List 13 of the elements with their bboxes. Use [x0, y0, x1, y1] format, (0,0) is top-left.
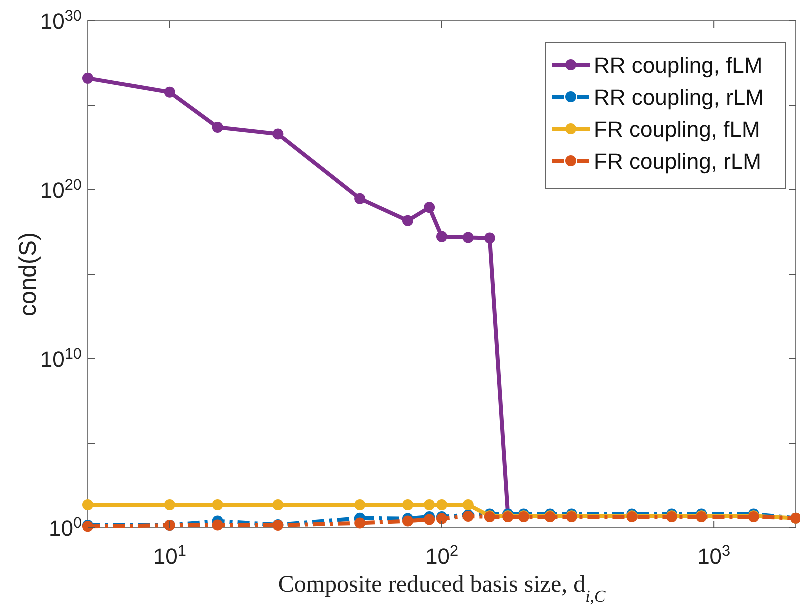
y-tick-label: 10$^{0}$ — [48, 514, 82, 541]
y-tick-label: 10$^{20}$ — [40, 176, 82, 203]
x-tick-label: 10$^{2}$ — [425, 542, 459, 569]
y-tick-label: 10$^{30}$ — [40, 8, 82, 34]
legend-label: FR coupling, rLM — [594, 149, 762, 174]
legend-label: RR coupling, rLM — [594, 85, 764, 110]
x-axis-title: Composite reduced basis size, d$_{i,C}$ — [278, 572, 606, 606]
legend-label: RR coupling, fLM — [594, 53, 763, 78]
y-axis-title: cond(S) — [15, 232, 42, 317]
x-tick-label: 10$^{3}$ — [698, 542, 731, 569]
x-tick-label: 10$^{1}$ — [153, 542, 186, 569]
legend-label: FR coupling, fLM — [594, 117, 760, 142]
y-tick-label: 10$^{10}$ — [40, 346, 82, 372]
